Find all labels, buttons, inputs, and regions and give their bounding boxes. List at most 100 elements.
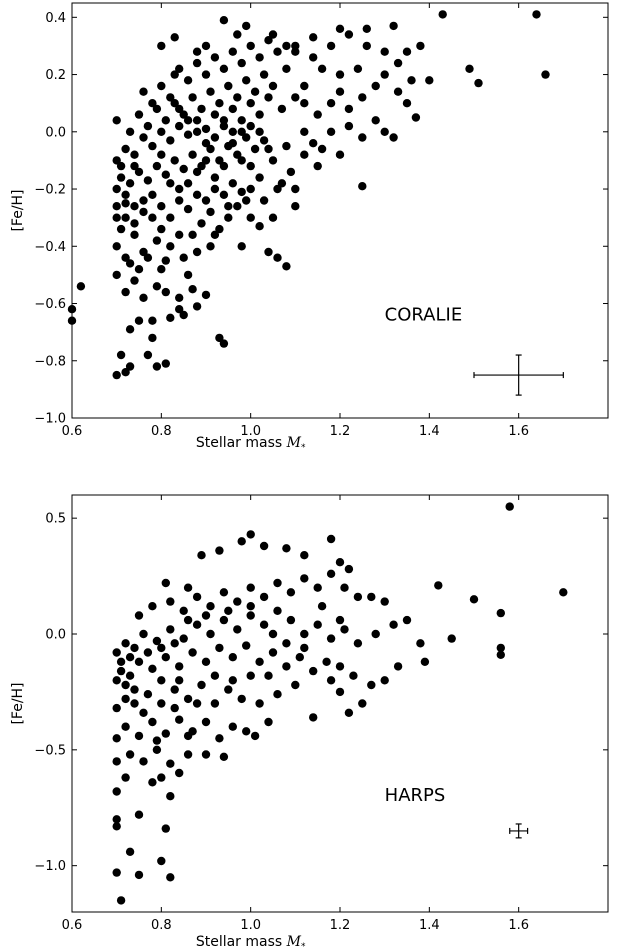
data-point (242, 641, 251, 650)
data-point (139, 757, 148, 766)
data-point (148, 717, 157, 727)
y-tick-label: −0.2 (34, 183, 66, 198)
data-point (175, 768, 184, 778)
data-point (134, 870, 144, 880)
data-point (291, 202, 300, 211)
data-point (268, 648, 278, 657)
data-point (282, 41, 291, 51)
data-point (125, 653, 135, 662)
data-point (197, 680, 206, 690)
data-point (183, 204, 193, 214)
data-point (317, 602, 327, 611)
data-point (259, 620, 269, 629)
data-point (121, 368, 130, 377)
data-point (175, 64, 184, 74)
data-point (474, 78, 483, 88)
data-point (121, 287, 130, 297)
data-point (192, 699, 202, 708)
data-point (353, 639, 363, 648)
data-point (157, 202, 166, 211)
data-point (183, 179, 193, 188)
data-point (188, 285, 197, 294)
x-tick-label: 1.0 (240, 424, 261, 439)
data-point (139, 87, 148, 96)
data-point (157, 150, 166, 159)
data-point (148, 190, 157, 199)
data-point (242, 21, 251, 31)
data-point (309, 666, 318, 676)
data-point (188, 150, 197, 159)
x-tick-label: 1.0 (240, 918, 261, 933)
data-point (215, 333, 224, 343)
data-point (380, 70, 389, 79)
data-point (219, 116, 229, 125)
data-point (192, 127, 202, 136)
data-point (237, 116, 246, 125)
data-point (192, 302, 202, 311)
data-point (183, 116, 193, 125)
data-point (326, 569, 336, 578)
data-point (157, 676, 166, 685)
data-point (134, 611, 144, 620)
data-point (183, 583, 193, 592)
data-point (116, 161, 126, 171)
data-point (233, 93, 242, 102)
data-point (175, 305, 184, 314)
data-point (143, 690, 153, 699)
data-point (175, 104, 184, 114)
data-point (179, 310, 188, 320)
data-point (192, 190, 202, 199)
data-point (300, 81, 309, 91)
data-point (197, 551, 206, 560)
data-point (326, 99, 336, 108)
x-tick-label: 1.6 (508, 918, 529, 933)
data-point (246, 161, 255, 171)
data-point (300, 99, 309, 108)
data-point (250, 144, 260, 154)
data-point (246, 121, 255, 131)
data-point (282, 141, 291, 151)
data-point (112, 270, 121, 280)
data-point (259, 541, 269, 551)
data-point (402, 47, 412, 56)
data-point (192, 247, 202, 257)
data-point (228, 104, 237, 114)
data-point (233, 202, 242, 211)
data-point (215, 643, 224, 653)
data-point (496, 608, 505, 618)
data-point (228, 127, 237, 136)
data-point (291, 41, 300, 51)
data-point (233, 30, 242, 39)
data-point (188, 93, 197, 102)
data-point (393, 87, 403, 96)
data-point (291, 93, 300, 102)
data-point (183, 694, 193, 704)
data-point (259, 136, 269, 145)
data-point (362, 41, 371, 51)
data-point (201, 611, 211, 620)
data-point (317, 144, 327, 154)
data-point (116, 666, 126, 676)
data-point (313, 583, 322, 592)
data-point (188, 230, 197, 239)
data-point (255, 222, 264, 231)
data-point (237, 242, 246, 251)
data-point (268, 213, 278, 222)
data-point (237, 156, 246, 165)
data-point (268, 629, 278, 639)
data-point (112, 757, 121, 766)
data-point (465, 64, 474, 74)
data-point (157, 127, 166, 136)
data-point (215, 156, 224, 165)
data-point (130, 276, 139, 285)
data-point (309, 713, 318, 722)
data-point (349, 671, 358, 680)
data-point (393, 58, 403, 68)
data-point (228, 47, 237, 56)
data-point (170, 685, 179, 694)
x-tick-label: 1.6 (508, 424, 529, 439)
data-point (282, 262, 291, 271)
data-point (192, 620, 202, 629)
data-point (380, 597, 389, 606)
data-point (344, 104, 354, 114)
